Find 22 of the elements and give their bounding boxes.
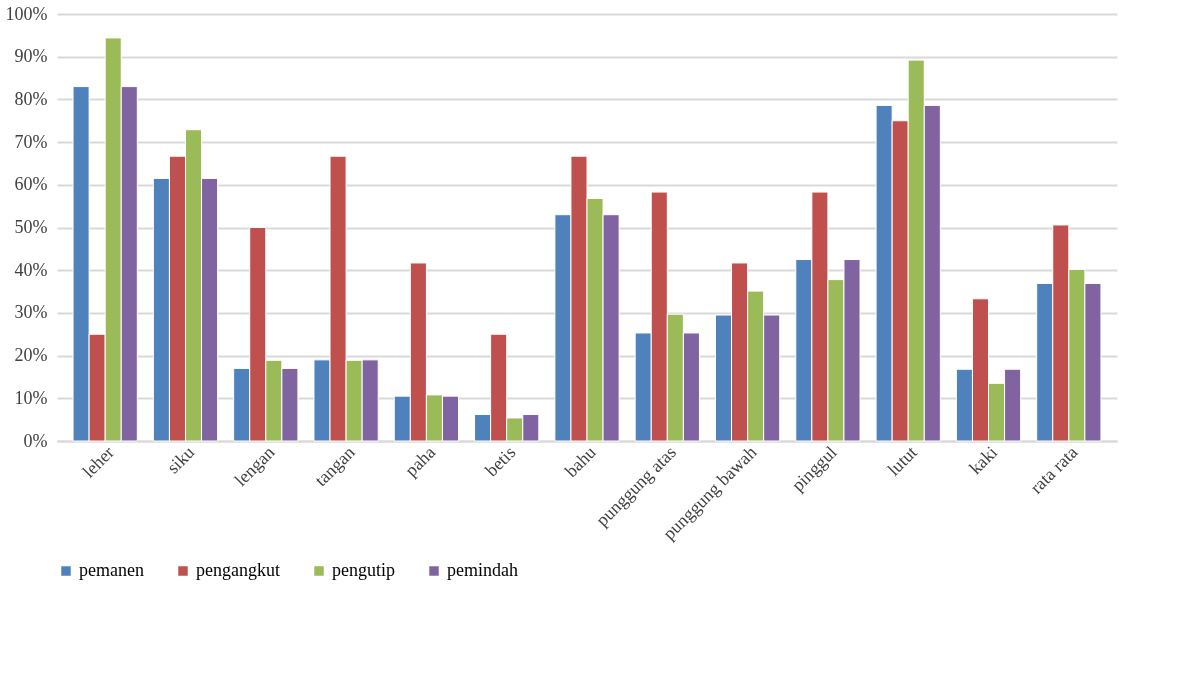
x-tick-label: kaki xyxy=(965,442,1002,479)
legend-label: pemanen xyxy=(79,560,144,580)
y-tick-label: 40% xyxy=(14,259,48,280)
y-tick-label: 0% xyxy=(23,430,48,451)
legend-label: pengutip xyxy=(332,560,395,580)
y-tick-label: 70% xyxy=(14,131,48,152)
y-tick-label: 50% xyxy=(14,217,48,237)
y-tick-label: 20% xyxy=(14,345,48,366)
y-tick-label: 100% xyxy=(5,3,48,24)
y-tick-label: 80% xyxy=(14,88,48,109)
x-tick-label: siku xyxy=(162,442,199,478)
x-tick-label: bahu xyxy=(560,442,600,481)
x-tick-label: betis xyxy=(481,442,520,481)
x-tick-label: rata rata xyxy=(1026,442,1082,498)
x-tick-label: lutut xyxy=(883,442,921,480)
x-tick-label: leher xyxy=(78,442,118,482)
legend-label: pengangkut xyxy=(196,560,280,580)
y-tick-label: 90% xyxy=(14,46,48,67)
y-tick-label: 30% xyxy=(14,302,48,323)
y-tick-label: 10% xyxy=(14,387,48,408)
legend-label: pemindah xyxy=(447,560,518,580)
y-tick-label: 60% xyxy=(14,174,48,195)
